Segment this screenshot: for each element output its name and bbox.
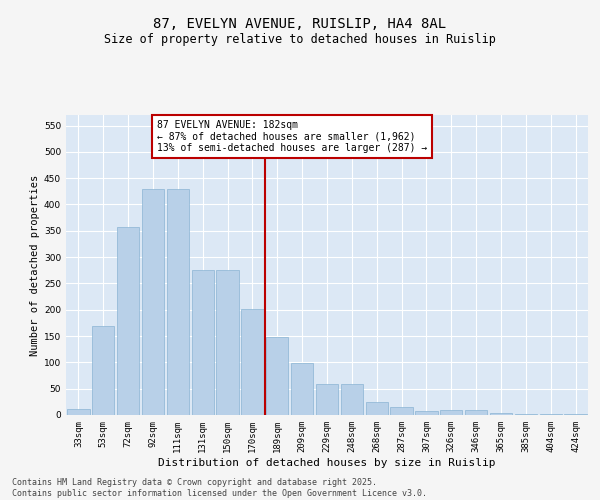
Bar <box>341 384 363 415</box>
Bar <box>465 410 487 415</box>
Bar <box>117 227 139 415</box>
Text: Contains HM Land Registry data © Crown copyright and database right 2025.
Contai: Contains HM Land Registry data © Crown c… <box>12 478 427 498</box>
Bar <box>67 408 89 415</box>
Bar <box>490 413 512 415</box>
Text: 87, EVELYN AVENUE, RUISLIP, HA4 8AL: 87, EVELYN AVENUE, RUISLIP, HA4 8AL <box>154 18 446 32</box>
Bar <box>217 270 239 415</box>
Bar <box>539 414 562 415</box>
Bar <box>291 364 313 415</box>
Bar <box>142 188 164 415</box>
Text: 87 EVELYN AVENUE: 182sqm
← 87% of detached houses are smaller (1,962)
13% of sem: 87 EVELYN AVENUE: 182sqm ← 87% of detach… <box>157 120 428 152</box>
Bar <box>391 406 413 415</box>
Bar <box>440 410 463 415</box>
Bar <box>167 188 189 415</box>
Y-axis label: Number of detached properties: Number of detached properties <box>30 174 40 356</box>
Bar <box>415 411 437 415</box>
Text: Size of property relative to detached houses in Ruislip: Size of property relative to detached ho… <box>104 32 496 46</box>
Bar <box>266 337 289 415</box>
Bar <box>92 326 115 415</box>
Bar <box>365 402 388 415</box>
Bar <box>515 414 537 415</box>
Bar <box>565 414 587 415</box>
X-axis label: Distribution of detached houses by size in Ruislip: Distribution of detached houses by size … <box>158 458 496 468</box>
Bar <box>191 270 214 415</box>
Bar <box>241 308 263 415</box>
Bar <box>316 384 338 415</box>
